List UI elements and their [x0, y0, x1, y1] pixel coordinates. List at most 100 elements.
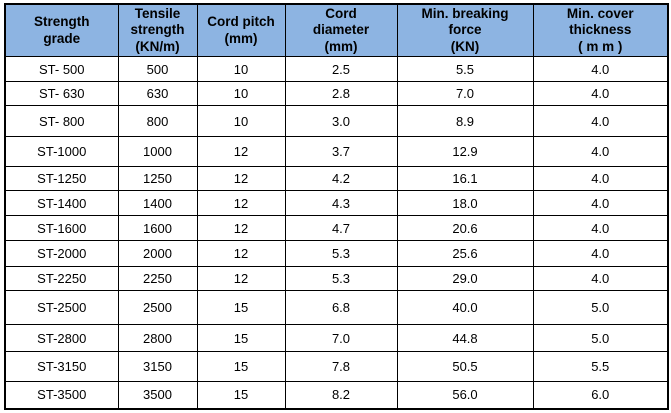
- cell-cord-diameter: 5.3: [284, 266, 398, 291]
- cell-strength-grade: ST-1250: [4, 166, 119, 191]
- table-body: ST- 500 500 10 2.5 5.5 4.0 ST- 630 630 1…: [4, 56, 669, 409]
- cell-min-breaking-force: 16.1: [396, 166, 534, 191]
- cell-strength-grade: ST-1400: [4, 190, 119, 216]
- cell-cord-pitch: 15: [196, 381, 286, 409]
- cell-min-cover-thickness: 4.0: [532, 105, 669, 137]
- cell-tensile-strength: 2000: [117, 240, 198, 267]
- col-header-min-cover-thickness: Min. cover thickness ( m m ): [532, 3, 669, 57]
- cell-tensile-strength: 800: [117, 105, 198, 137]
- cell-cord-diameter: 3.7: [284, 136, 398, 167]
- cell-cord-pitch: 12: [196, 215, 286, 241]
- cell-min-breaking-force: 25.6: [396, 240, 534, 267]
- cell-tensile-strength: 3500: [117, 381, 198, 409]
- cell-tensile-strength: 1000: [117, 136, 198, 167]
- cell-min-breaking-force: 8.9: [396, 105, 534, 137]
- cell-cord-pitch: 10: [196, 81, 286, 106]
- cell-tensile-strength: 630: [117, 81, 198, 106]
- cell-min-breaking-force: 44.8: [396, 324, 534, 352]
- cell-min-breaking-force: 5.5: [396, 56, 534, 82]
- cell-tensile-strength: 2500: [117, 290, 198, 325]
- table-row: ST-2000 2000 12 5.3 25.6 4.0: [4, 240, 669, 267]
- table-row: ST-1400 1400 12 4.3 18.0 4.0: [4, 190, 669, 216]
- cell-min-cover-thickness: 4.0: [532, 81, 669, 106]
- cell-cord-diameter: 5.3: [284, 240, 398, 267]
- table-row: ST- 800 800 10 3.0 8.9 4.0: [4, 105, 669, 137]
- cell-cord-pitch: 12: [196, 166, 286, 191]
- cell-cord-diameter: 3.0: [284, 105, 398, 137]
- cell-strength-grade: ST-2800: [4, 324, 119, 352]
- cell-cord-pitch: 10: [196, 105, 286, 137]
- cell-strength-grade: ST-1000: [4, 136, 119, 167]
- cell-cord-pitch: 15: [196, 351, 286, 382]
- cell-min-breaking-force: 18.0: [396, 190, 534, 216]
- cell-min-breaking-force: 29.0: [396, 266, 534, 291]
- table-row: ST-2800 2800 15 7.0 44.8 5.0: [4, 324, 669, 352]
- table-row: ST-1000 1000 12 3.7 12.9 4.0: [4, 136, 669, 167]
- cell-min-cover-thickness: 5.0: [532, 324, 669, 352]
- cell-tensile-strength: 500: [117, 56, 198, 82]
- cell-tensile-strength: 1250: [117, 166, 198, 191]
- cell-tensile-strength: 1400: [117, 190, 198, 216]
- cell-min-cover-thickness: 4.0: [532, 166, 669, 191]
- cell-strength-grade: ST-1600: [4, 215, 119, 241]
- table-row: ST-1250 1250 12 4.2 16.1 4.0: [4, 166, 669, 191]
- cell-min-cover-thickness: 4.0: [532, 190, 669, 216]
- cell-cord-diameter: 4.7: [284, 215, 398, 241]
- cell-min-breaking-force: 7.0: [396, 81, 534, 106]
- cell-strength-grade: ST-2500: [4, 290, 119, 325]
- cell-strength-grade: ST- 630: [4, 81, 119, 106]
- cell-min-cover-thickness: 5.0: [532, 290, 669, 325]
- cell-cord-diameter: 4.2: [284, 166, 398, 191]
- cell-cord-diameter: 7.8: [284, 351, 398, 382]
- col-header-strength-grade: Strength grade: [4, 3, 119, 57]
- table-header-row: Strength grade Tensile strength (KN/m) C…: [4, 3, 669, 57]
- cell-min-cover-thickness: 4.0: [532, 266, 669, 291]
- cell-cord-diameter: 7.0: [284, 324, 398, 352]
- cell-tensile-strength: 2800: [117, 324, 198, 352]
- cell-cord-pitch: 12: [196, 136, 286, 167]
- cell-strength-grade: ST- 500: [4, 56, 119, 82]
- cell-min-cover-thickness: 4.0: [532, 215, 669, 241]
- cell-min-cover-thickness: 4.0: [532, 136, 669, 167]
- cell-strength-grade: ST-2000: [4, 240, 119, 267]
- table-row: ST-3150 3150 15 7.8 50.5 5.5: [4, 351, 669, 382]
- cell-min-cover-thickness: 4.0: [532, 240, 669, 267]
- cell-strength-grade: ST- 800: [4, 105, 119, 137]
- col-header-min-breaking-force: Min. breaking force (KN): [396, 3, 534, 57]
- steel-cord-belt-spec-table: Strength grade Tensile strength (KN/m) C…: [4, 3, 669, 410]
- cell-min-cover-thickness: 6.0: [532, 381, 669, 409]
- cell-cord-diameter: 2.8: [284, 81, 398, 106]
- cell-cord-diameter: 8.2: [284, 381, 398, 409]
- cell-min-breaking-force: 40.0: [396, 290, 534, 325]
- cell-cord-pitch: 12: [196, 266, 286, 291]
- table-row: ST-3500 3500 15 8.2 56.0 6.0: [4, 381, 669, 409]
- col-header-cord-pitch: Cord pitch (mm): [196, 3, 286, 57]
- cell-cord-pitch: 15: [196, 290, 286, 325]
- cell-cord-diameter: 2.5: [284, 56, 398, 82]
- cell-min-breaking-force: 20.6: [396, 215, 534, 241]
- col-header-tensile-strength: Tensile strength (KN/m): [117, 3, 198, 57]
- col-header-cord-diameter: Cord diameter (mm): [284, 3, 398, 57]
- cell-min-cover-thickness: 4.0: [532, 56, 669, 82]
- table-row: ST- 500 500 10 2.5 5.5 4.0: [4, 56, 669, 82]
- cell-strength-grade: ST-2250: [4, 266, 119, 291]
- cell-tensile-strength: 2250: [117, 266, 198, 291]
- cell-min-breaking-force: 50.5: [396, 351, 534, 382]
- cell-tensile-strength: 1600: [117, 215, 198, 241]
- cell-strength-grade: ST-3150: [4, 351, 119, 382]
- cell-cord-pitch: 15: [196, 324, 286, 352]
- table-row: ST-1600 1600 12 4.7 20.6 4.0: [4, 215, 669, 241]
- table-row: ST-2250 2250 12 5.3 29.0 4.0: [4, 266, 669, 291]
- table-row: ST-2500 2500 15 6.8 40.0 5.0: [4, 290, 669, 325]
- cell-tensile-strength: 3150: [117, 351, 198, 382]
- cell-min-breaking-force: 12.9: [396, 136, 534, 167]
- cell-min-cover-thickness: 5.5: [532, 351, 669, 382]
- cell-min-breaking-force: 56.0: [396, 381, 534, 409]
- cell-cord-diameter: 4.3: [284, 190, 398, 216]
- cell-cord-pitch: 10: [196, 56, 286, 82]
- table-row: ST- 630 630 10 2.8 7.0 4.0: [4, 81, 669, 106]
- cell-cord-diameter: 6.8: [284, 290, 398, 325]
- cell-cord-pitch: 12: [196, 240, 286, 267]
- cell-cord-pitch: 12: [196, 190, 286, 216]
